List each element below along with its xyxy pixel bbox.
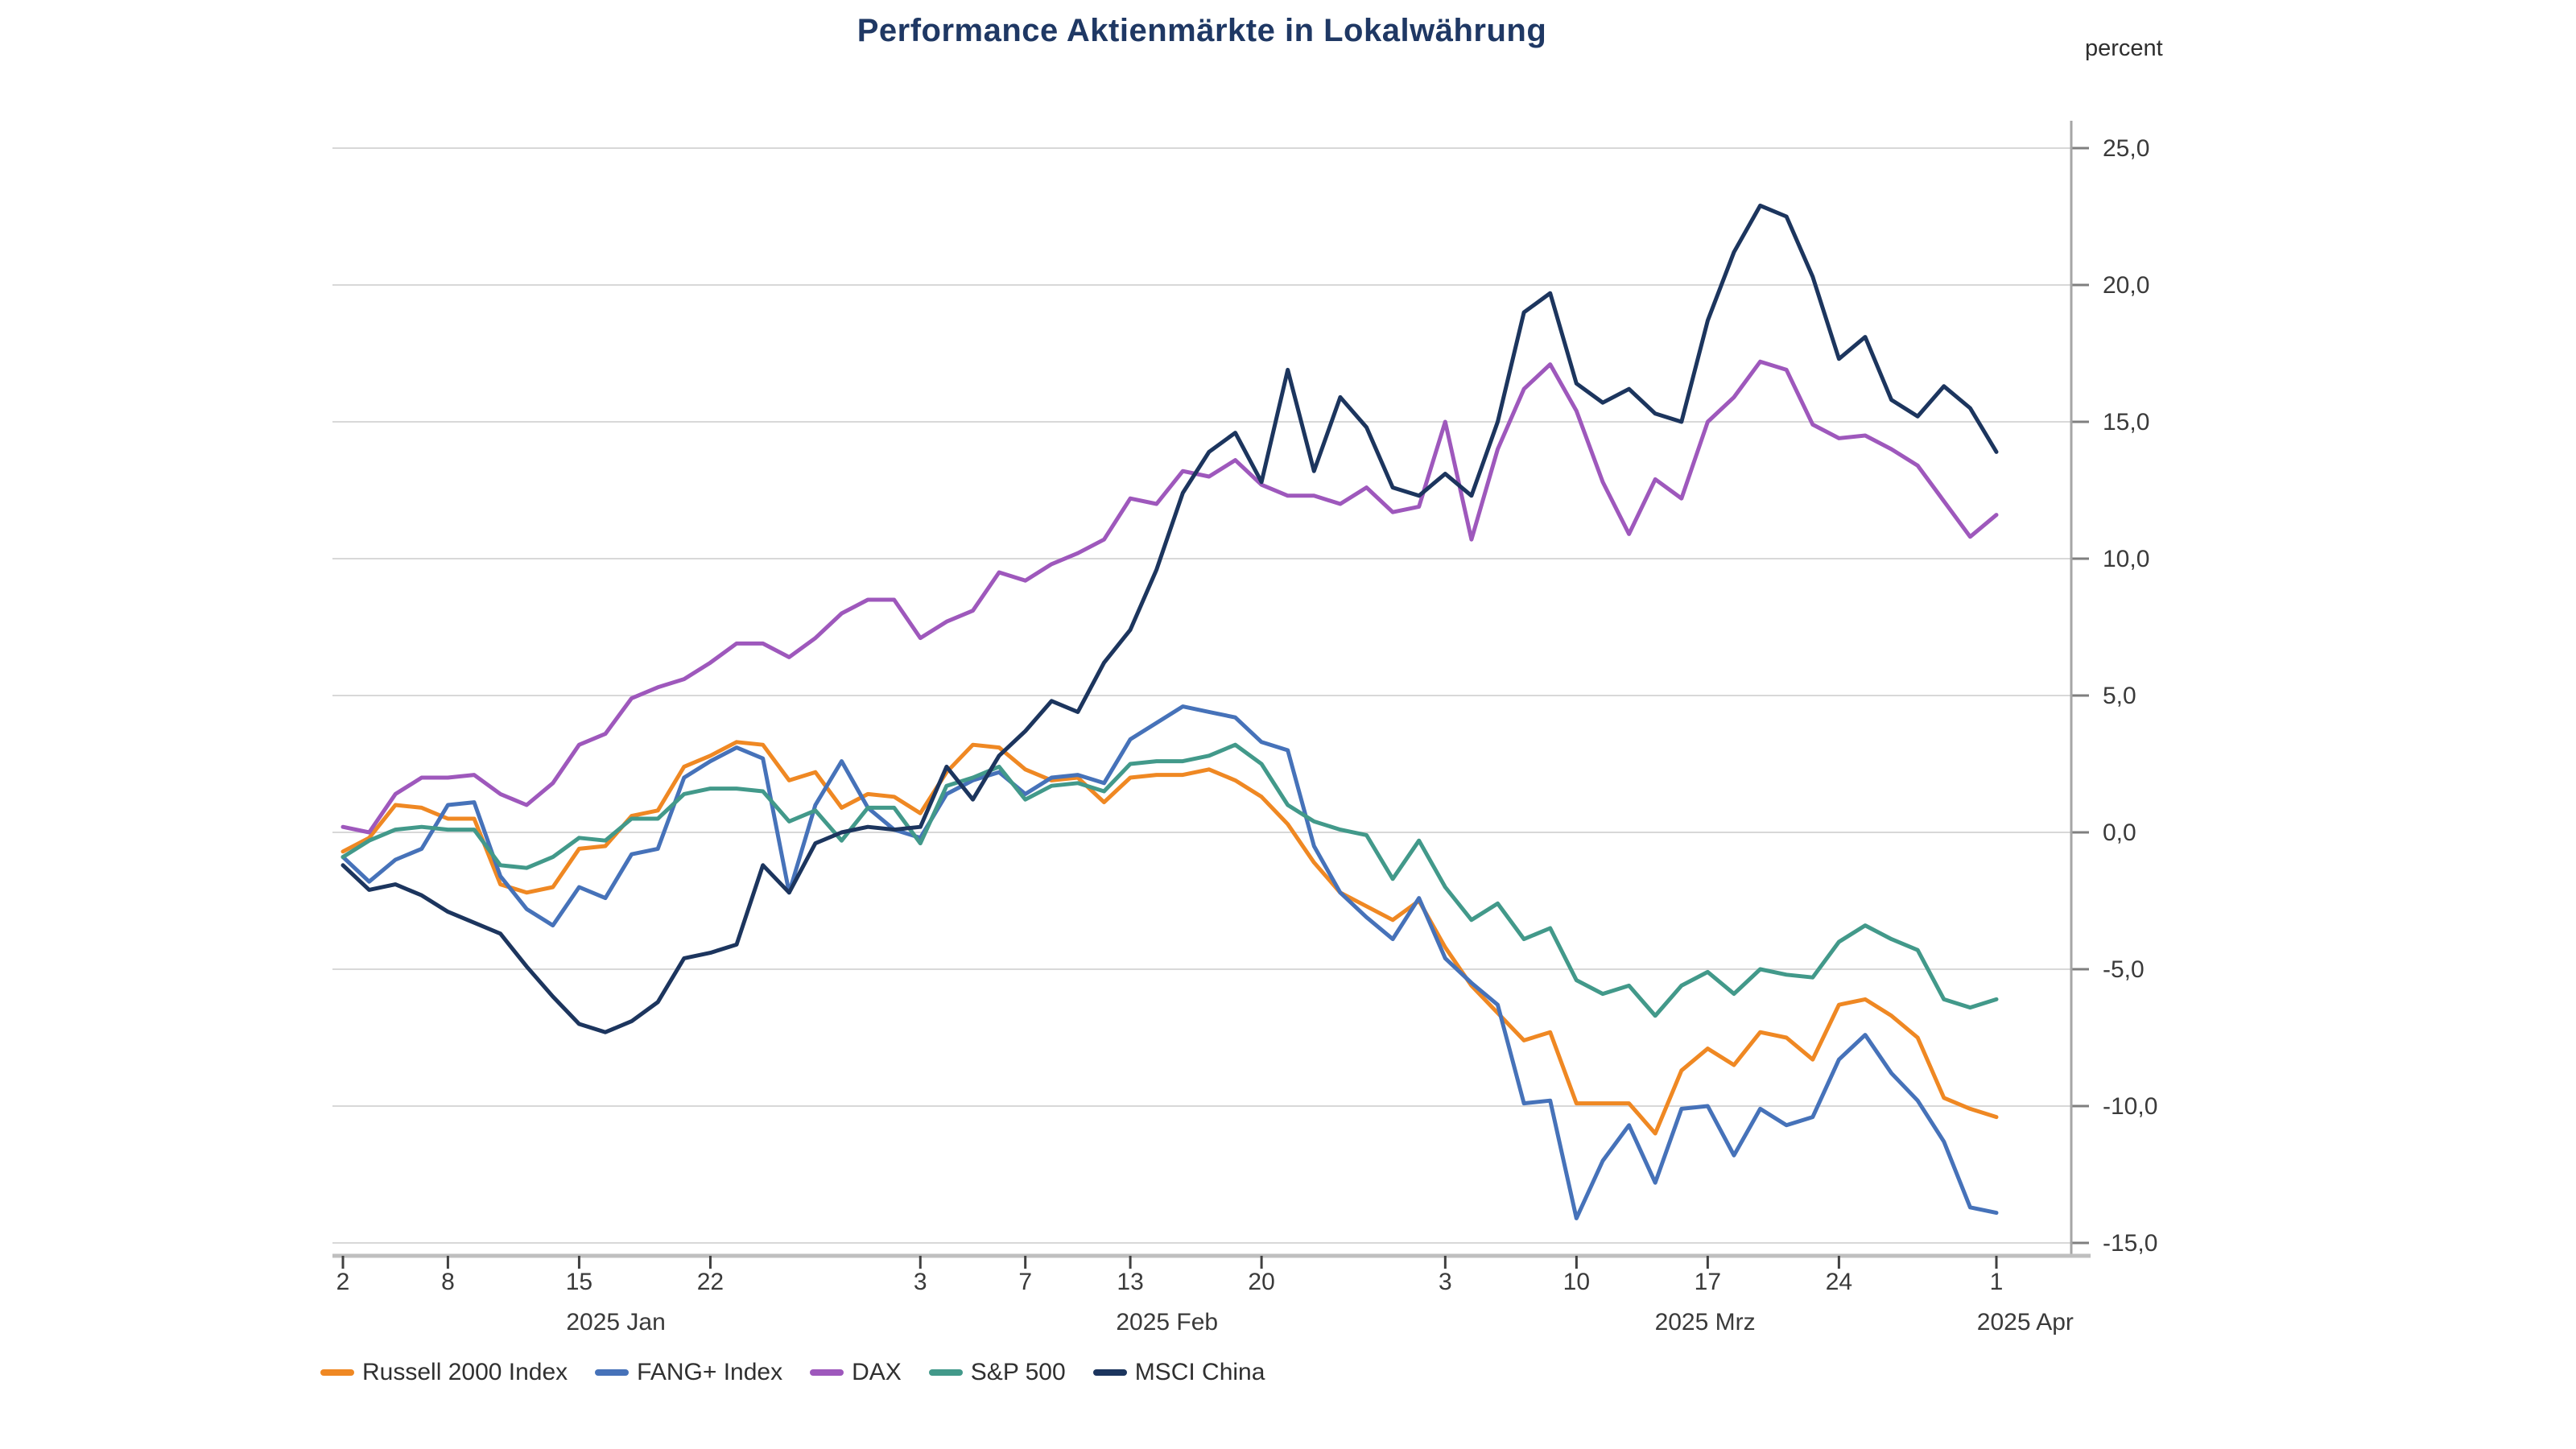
x-axis-tick-label: 22 — [697, 1269, 724, 1295]
legend-swatch-icon — [595, 1369, 630, 1376]
x-axis-month-label: 2025 Jan — [566, 1309, 665, 1335]
x-axis-tick-label: 1 — [1990, 1269, 2004, 1295]
y-axis-tick-label: 10,0 — [2103, 546, 2149, 572]
y-axis-tick-label: 5,0 — [2103, 683, 2136, 709]
legend-label: S&P 500 — [970, 1359, 1066, 1385]
legend-item-fang-index: FANG+ Index — [595, 1359, 782, 1386]
x-axis-month-label: 2025 Apr — [1977, 1309, 2074, 1335]
legend-item-dax: DAX — [810, 1359, 902, 1386]
y-axis-tick-label: 25,0 — [2103, 135, 2149, 162]
legend-item-s-p-500: S&P 500 — [928, 1359, 1066, 1386]
x-axis-tick-label: 3 — [1439, 1269, 1452, 1295]
x-axis-tick-label: 10 — [1563, 1269, 1590, 1295]
x-axis-month-label: 2025 Feb — [1116, 1309, 1218, 1335]
y-axis-unit-label: percent — [2085, 35, 2163, 61]
y-axis-tick-label: -5,0 — [2103, 956, 2145, 983]
series-line-fang-index — [341, 704, 1999, 1220]
series-line-dax — [341, 359, 1999, 835]
legend-label: FANG+ Index — [637, 1359, 783, 1385]
x-axis-tick-label: 13 — [1117, 1269, 1143, 1295]
legend-swatch-icon — [810, 1369, 844, 1376]
legend-label: DAX — [852, 1359, 902, 1385]
y-axis-tick-label: 0,0 — [2103, 819, 2136, 846]
x-axis-tick-label: 7 — [1018, 1269, 1032, 1295]
y-axis-tick-label: -10,0 — [2103, 1093, 2157, 1120]
x-axis-tick-label: 24 — [1826, 1269, 1852, 1295]
legend-label: MSCI China — [1134, 1359, 1265, 1385]
x-axis-tick-label: 17 — [1695, 1269, 1721, 1295]
chart-title: Performance Aktienmärkte in Lokalwährung — [857, 13, 1547, 48]
chart-legend: Russell 2000 Index FANG+ Index DAX S&P 500 M… — [320, 1359, 1265, 1386]
series-line-russell-2000-index — [341, 740, 1999, 1136]
y-axis-tick-label: 20,0 — [2103, 272, 2149, 299]
x-axis-tick-label: 15 — [566, 1269, 592, 1295]
y-axis-tick-label: -15,0 — [2103, 1230, 2157, 1257]
series-line-msci-china — [341, 203, 1999, 1034]
legend-item-msci-china: MSCI China — [1092, 1359, 1265, 1386]
legend-swatch-icon — [1092, 1369, 1127, 1376]
x-axis-tick-label: 20 — [1248, 1269, 1274, 1295]
y-axis-tick-label: 15,0 — [2103, 409, 2149, 436]
x-axis-tick-label: 3 — [914, 1269, 927, 1295]
legend-swatch-icon — [928, 1369, 963, 1376]
legend-swatch-icon — [320, 1369, 354, 1376]
legend-item-russell-2000-index: Russell 2000 Index — [320, 1359, 568, 1386]
legend-label: Russell 2000 Index — [362, 1359, 568, 1385]
x-axis-tick-label: 2 — [336, 1269, 350, 1295]
x-axis-tick-label: 8 — [441, 1269, 455, 1295]
x-axis-month-label: 2025 Mrz — [1655, 1309, 1756, 1335]
series-line-s-p-500 — [341, 742, 1999, 1018]
